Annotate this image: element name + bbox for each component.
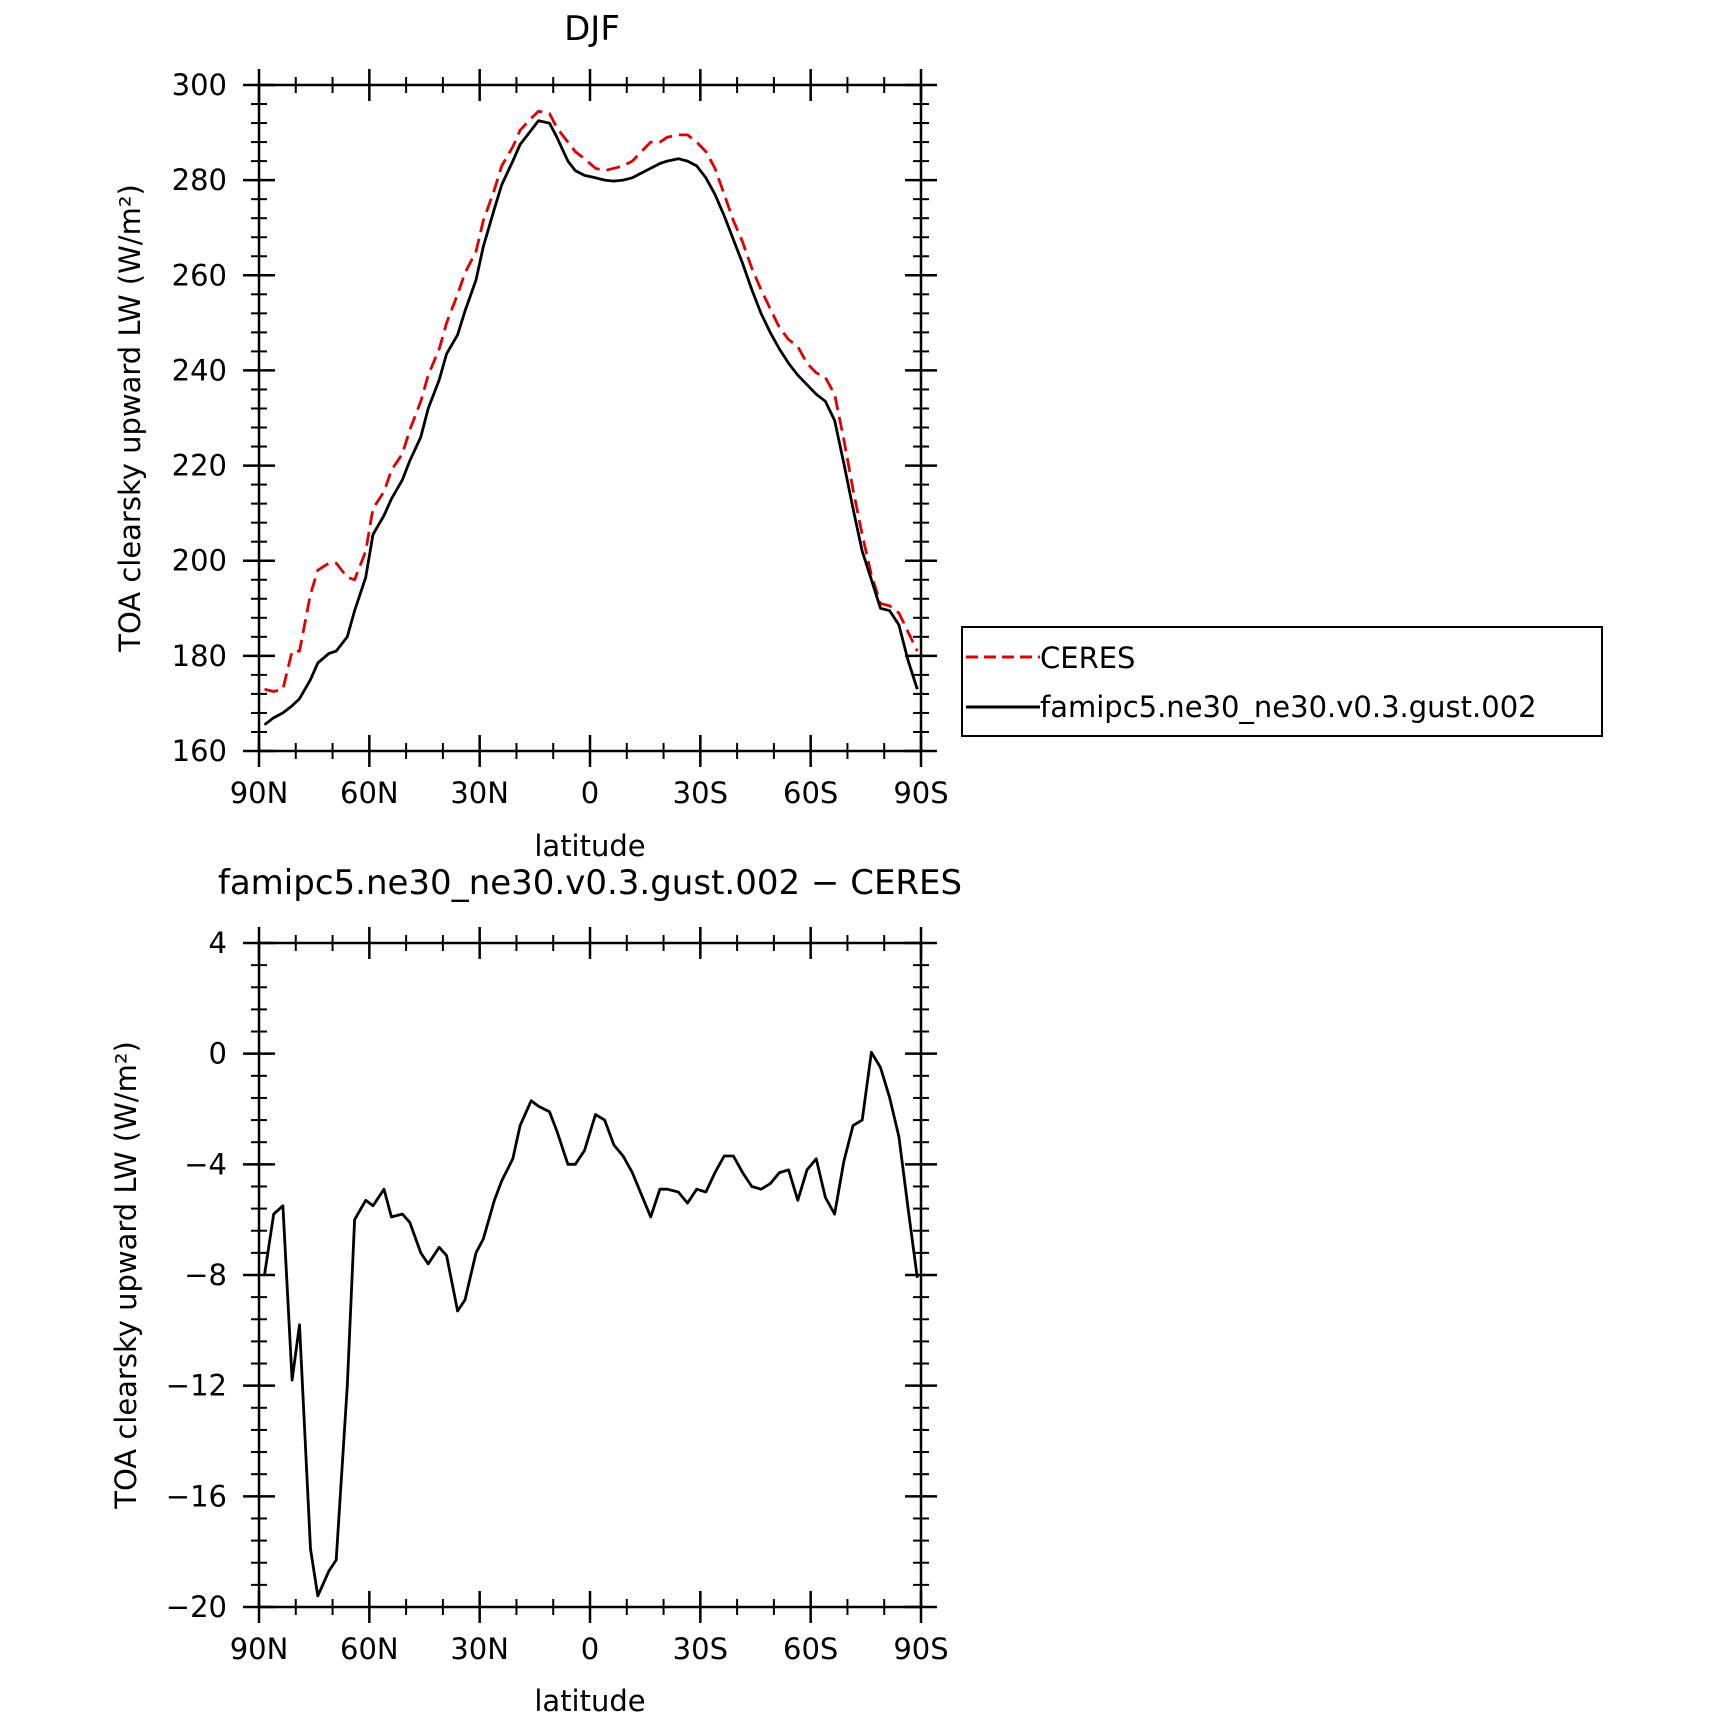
bottom-ytick-label: −20 — [166, 1590, 227, 1624]
bottom-xtick-label: 60S — [783, 1632, 838, 1666]
legend: CERES famipc5.ne30_ne30.v0.3.gust.002 — [961, 626, 1603, 737]
legend-box — [961, 626, 1603, 737]
bottom-series-line-0 — [263, 1050, 919, 1598]
top-ytick-label: 180 — [172, 639, 227, 673]
bottom-xtick-label: 0 — [581, 1632, 599, 1666]
bottom-xlabel: latitude — [534, 1684, 645, 1717]
top-ylabel: TOA clearsky upward LW (W/m²) — [113, 184, 147, 653]
top-ytick-label: 220 — [172, 449, 227, 483]
bottom-xtick-label: 30S — [673, 1632, 728, 1666]
bottom-series-group — [263, 1050, 919, 1598]
top-panel: DJF 90N 60N 30N 0 30S 60S 90S 160 180 200 220 240 26… — [113, 9, 949, 863]
top-tick-labels: 90N 60N 30N 0 30S 60S 90S 160 180 200 220 240 260 280… — [172, 68, 949, 810]
top-xtick-label: 0 — [581, 776, 599, 810]
top-ytick-label: 240 — [172, 353, 227, 387]
top-ytick-label: 260 — [172, 258, 227, 292]
bottom-ytick-label: 0 — [209, 1037, 227, 1071]
top-ytick-label: 280 — [172, 163, 227, 197]
top-xtick-label: 30S — [673, 776, 728, 810]
top-series-line-0 — [264, 109, 919, 693]
bottom-xtick-label: 30N — [450, 1632, 509, 1666]
bottom-tick-labels: 90N 60N 30N 0 30S 60S 90S −20 −16 −12 −8 −4 0 4 — [166, 926, 949, 1666]
bottom-ytick-label: −4 — [184, 1147, 227, 1181]
bottom-title: famipc5.ne30_ne30.v0.3.gust.002 − CERES — [218, 863, 962, 903]
top-title: DJF — [564, 9, 620, 49]
top-xtick-label: 90N — [230, 776, 289, 810]
top-plot-frame — [257, 83, 923, 753]
bottom-panel: famipc5.ne30_ne30.v0.3.gust.002 − CERES … — [109, 863, 962, 1717]
top-xtick-label: 60N — [340, 776, 399, 810]
bottom-ytick-label: −12 — [166, 1369, 227, 1403]
top-xlabel: latitude — [534, 829, 645, 863]
bottom-ylabel: TOA clearsky upward LW (W/m²) — [109, 1041, 143, 1510]
bottom-ytick-label: 4 — [209, 926, 227, 960]
top-series-line-1 — [263, 119, 919, 726]
top-xtick-label: 30N — [450, 776, 509, 810]
bottom-ytick-label: −8 — [184, 1258, 227, 1292]
top-ytick-label: 300 — [172, 68, 227, 102]
bottom-xtick-label: 60N — [340, 1632, 399, 1666]
top-xtick-label: 90S — [893, 776, 948, 810]
legend-label-model: famipc5.ne30_ne30.v0.3.gust.002 — [1040, 690, 1537, 724]
bottom-ytick-label: −16 — [166, 1479, 227, 1513]
top-ytick-label: 200 — [172, 544, 227, 578]
legend-label-ceres: CERES — [1040, 641, 1135, 675]
top-series-group — [263, 109, 919, 726]
bottom-xtick-label: 90S — [893, 1632, 948, 1666]
bottom-xtick-label: 90N — [230, 1632, 289, 1666]
bottom-plot-frame — [257, 941, 923, 1609]
top-xtick-label: 60S — [783, 776, 838, 810]
bottom-axis-ticks — [243, 927, 937, 1623]
top-ytick-label: 160 — [172, 734, 227, 768]
